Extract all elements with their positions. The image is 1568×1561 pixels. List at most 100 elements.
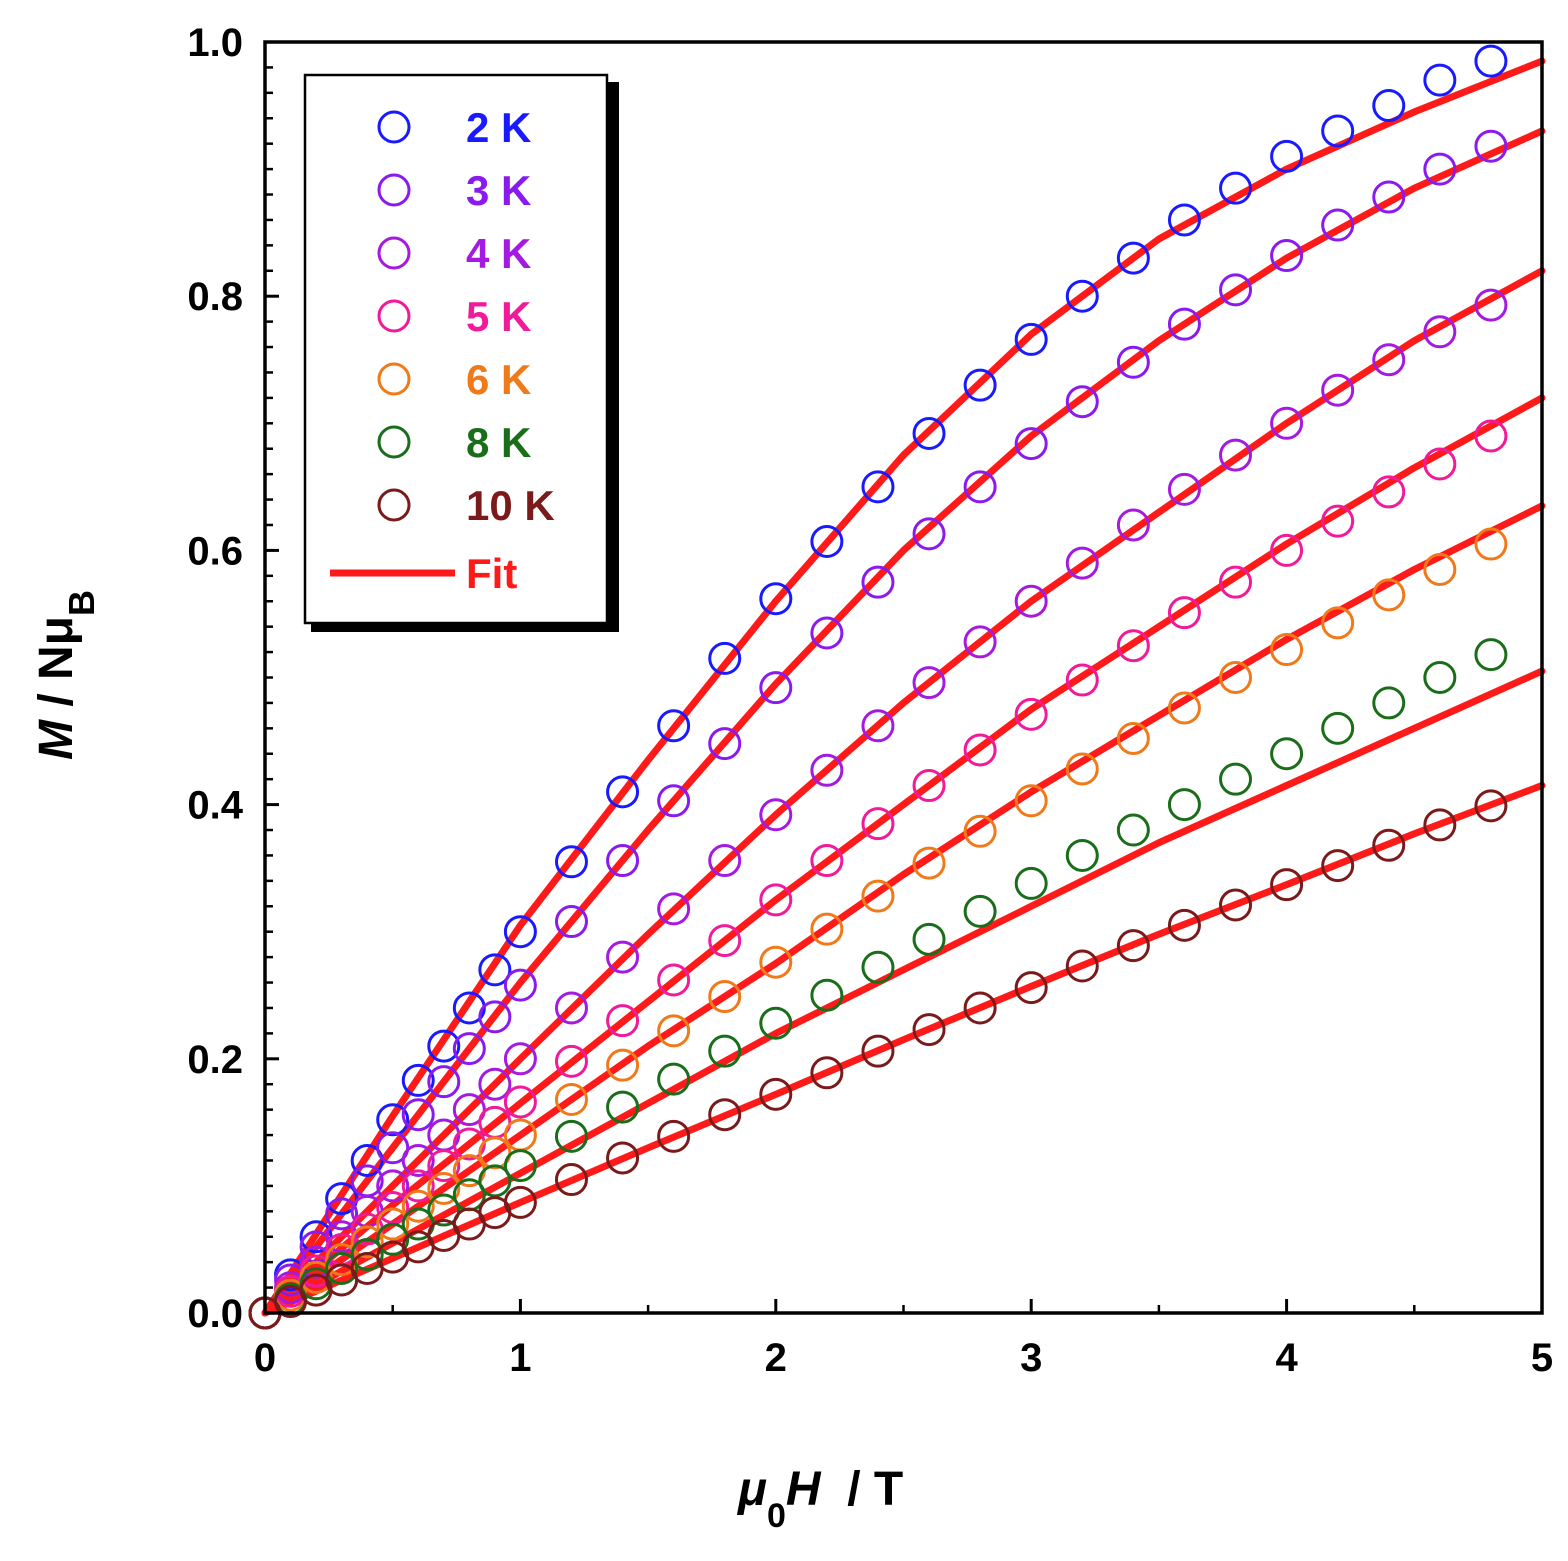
x-tick-label: 3 xyxy=(1020,1336,1042,1380)
data-point xyxy=(1167,472,1201,506)
data-point xyxy=(325,1252,359,1286)
data-point xyxy=(1014,971,1048,1005)
data-point xyxy=(1474,527,1508,561)
data-point xyxy=(503,915,537,949)
data-point xyxy=(427,1149,461,1183)
y-tick-label: 0.6 xyxy=(187,529,243,573)
data-point xyxy=(657,1062,691,1096)
data-point xyxy=(452,1032,486,1066)
data-point xyxy=(963,470,997,504)
series-2k xyxy=(248,44,1508,1330)
data-point xyxy=(810,525,844,559)
y-axis-label-m: M xyxy=(30,719,83,760)
data-point xyxy=(708,980,742,1014)
legend-marker xyxy=(377,425,411,459)
legend: 2 K 3 K 4 K 5 K 6 K 8 K 10 K Fit xyxy=(303,73,619,632)
data-point xyxy=(1423,315,1457,349)
data-point xyxy=(657,709,691,743)
data-point xyxy=(1423,152,1457,186)
data-point xyxy=(1065,663,1099,697)
series-6k xyxy=(248,527,1508,1330)
data-point xyxy=(606,940,640,974)
data-point xyxy=(554,905,588,939)
data-point xyxy=(1219,661,1253,694)
data-point xyxy=(1321,606,1355,640)
data-point xyxy=(861,807,895,841)
data-point xyxy=(1014,784,1048,818)
x-axis-label-unit: / T xyxy=(821,1463,904,1516)
data-point xyxy=(1321,711,1355,745)
data-point xyxy=(1423,661,1457,694)
data-point xyxy=(861,565,895,599)
data-point xyxy=(1270,737,1304,771)
data-point xyxy=(1116,241,1150,275)
data-point xyxy=(1219,888,1253,922)
data-point xyxy=(401,1169,435,1203)
data-point xyxy=(1065,546,1099,580)
data-point xyxy=(1065,838,1099,872)
data-point xyxy=(1372,475,1406,509)
data-point xyxy=(759,883,793,917)
legend-label: 2 K xyxy=(466,104,531,151)
series-5k xyxy=(248,419,1508,1330)
data-point xyxy=(861,1034,895,1068)
data-point xyxy=(1474,129,1508,163)
data-point xyxy=(1321,849,1355,883)
data-point xyxy=(1474,44,1508,78)
data-point xyxy=(1270,868,1304,902)
y-tick-label: 1.0 xyxy=(187,21,243,65)
data-point xyxy=(554,1163,588,1197)
data-point xyxy=(912,416,946,450)
legend-label: 5 K xyxy=(466,293,531,340)
y-tick-label: 0.8 xyxy=(187,275,243,319)
data-point xyxy=(708,844,742,878)
data-point xyxy=(759,798,793,832)
data-point xyxy=(606,1141,640,1175)
legend-label: 10 K xyxy=(466,482,555,529)
data-point xyxy=(1065,949,1099,983)
data-point xyxy=(1423,447,1457,481)
data-point xyxy=(554,1044,588,1078)
data-point xyxy=(1372,180,1406,214)
data-point xyxy=(325,1182,359,1216)
legend-marker xyxy=(377,236,411,270)
x-axis-label: μ0H / T xyxy=(736,1463,903,1535)
fit-line-2k xyxy=(261,57,1546,1317)
data-point xyxy=(1321,504,1355,538)
data-point xyxy=(1474,288,1508,322)
data-point xyxy=(325,1197,359,1231)
data-point xyxy=(554,1082,588,1116)
data-point xyxy=(503,1085,537,1119)
data-point xyxy=(1167,788,1201,822)
data-point xyxy=(759,945,793,979)
data-point xyxy=(1065,279,1099,313)
data-point xyxy=(759,1077,793,1111)
data-point xyxy=(1219,762,1253,796)
x-axis-label-sub: 0 xyxy=(767,1497,786,1535)
legend-marker xyxy=(377,173,411,207)
data-point xyxy=(350,1238,384,1272)
data-point xyxy=(427,1029,461,1063)
data-point xyxy=(708,1098,742,1132)
data-point xyxy=(1116,813,1150,847)
data-point xyxy=(1270,406,1304,440)
data-point xyxy=(452,1093,486,1127)
data-point xyxy=(1065,385,1099,419)
data-point xyxy=(1014,697,1048,731)
data-point xyxy=(708,641,742,675)
data-point xyxy=(657,784,691,818)
data-point xyxy=(606,1004,640,1038)
y-tick-label: 0.0 xyxy=(187,1292,243,1336)
legend-label: 8 K xyxy=(466,419,531,466)
data-point xyxy=(376,1222,410,1256)
data-point xyxy=(1116,345,1150,379)
x-axis-label-h: H xyxy=(786,1463,822,1516)
data-point xyxy=(427,1065,461,1099)
x-axis-label-mu: μ xyxy=(736,1463,767,1516)
data-point xyxy=(912,1013,946,1047)
data-point xyxy=(1474,638,1508,672)
legend-fit-label: Fit xyxy=(466,550,517,597)
data-point xyxy=(1167,908,1201,942)
data-point xyxy=(606,1090,640,1124)
data-point xyxy=(1423,552,1457,586)
